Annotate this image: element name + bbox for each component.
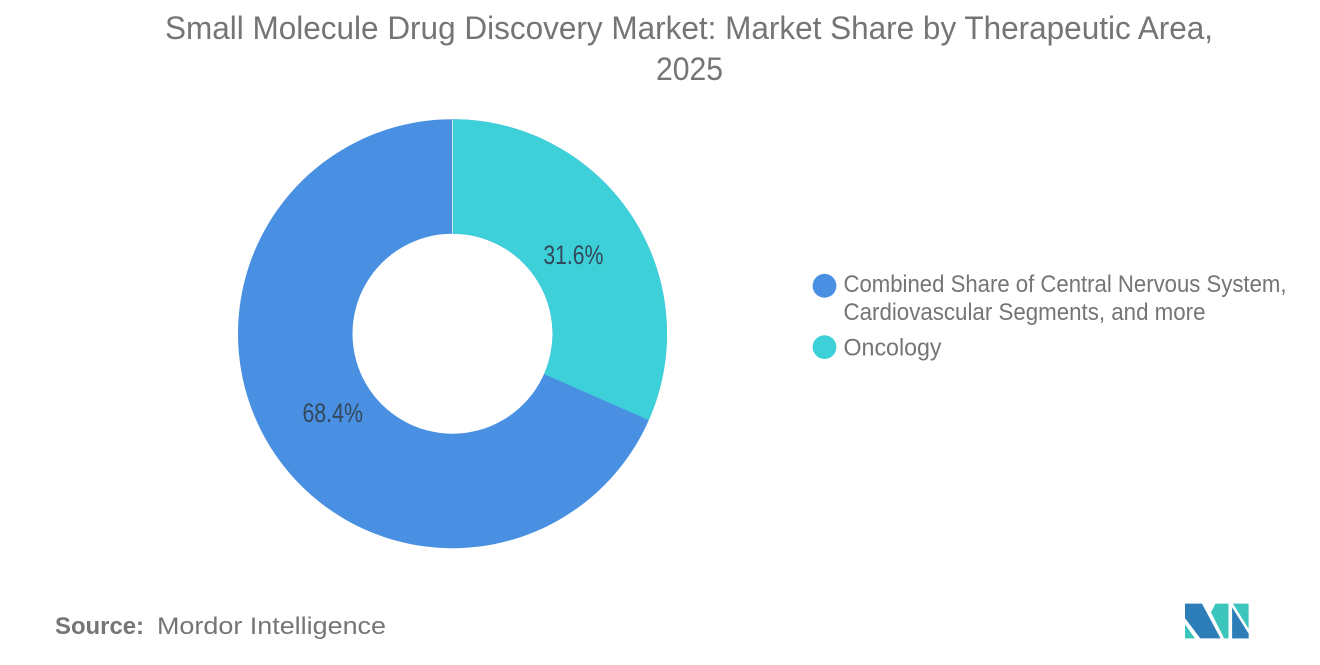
svg-text:31.6%: 31.6% [543,240,603,270]
svg-text:Cardiovascular Segments, and m: Cardiovascular Segments, and more [844,299,1206,326]
svg-text:68.4%: 68.4% [302,398,363,428]
svg-text:2025: 2025 [656,51,723,87]
svg-text:Small Molecule Drug Discovery: Small Molecule Drug Discovery Market: Ma… [165,10,1213,46]
svg-text:Oncology: Oncology [844,334,942,361]
svg-text:Combined Share of Central Nerv: Combined Share of Central Nervous System… [844,271,1287,298]
svg-text:Mordor Intelligence: Mordor Intelligence [157,613,386,640]
svg-text:Source:: Source: [55,613,144,640]
